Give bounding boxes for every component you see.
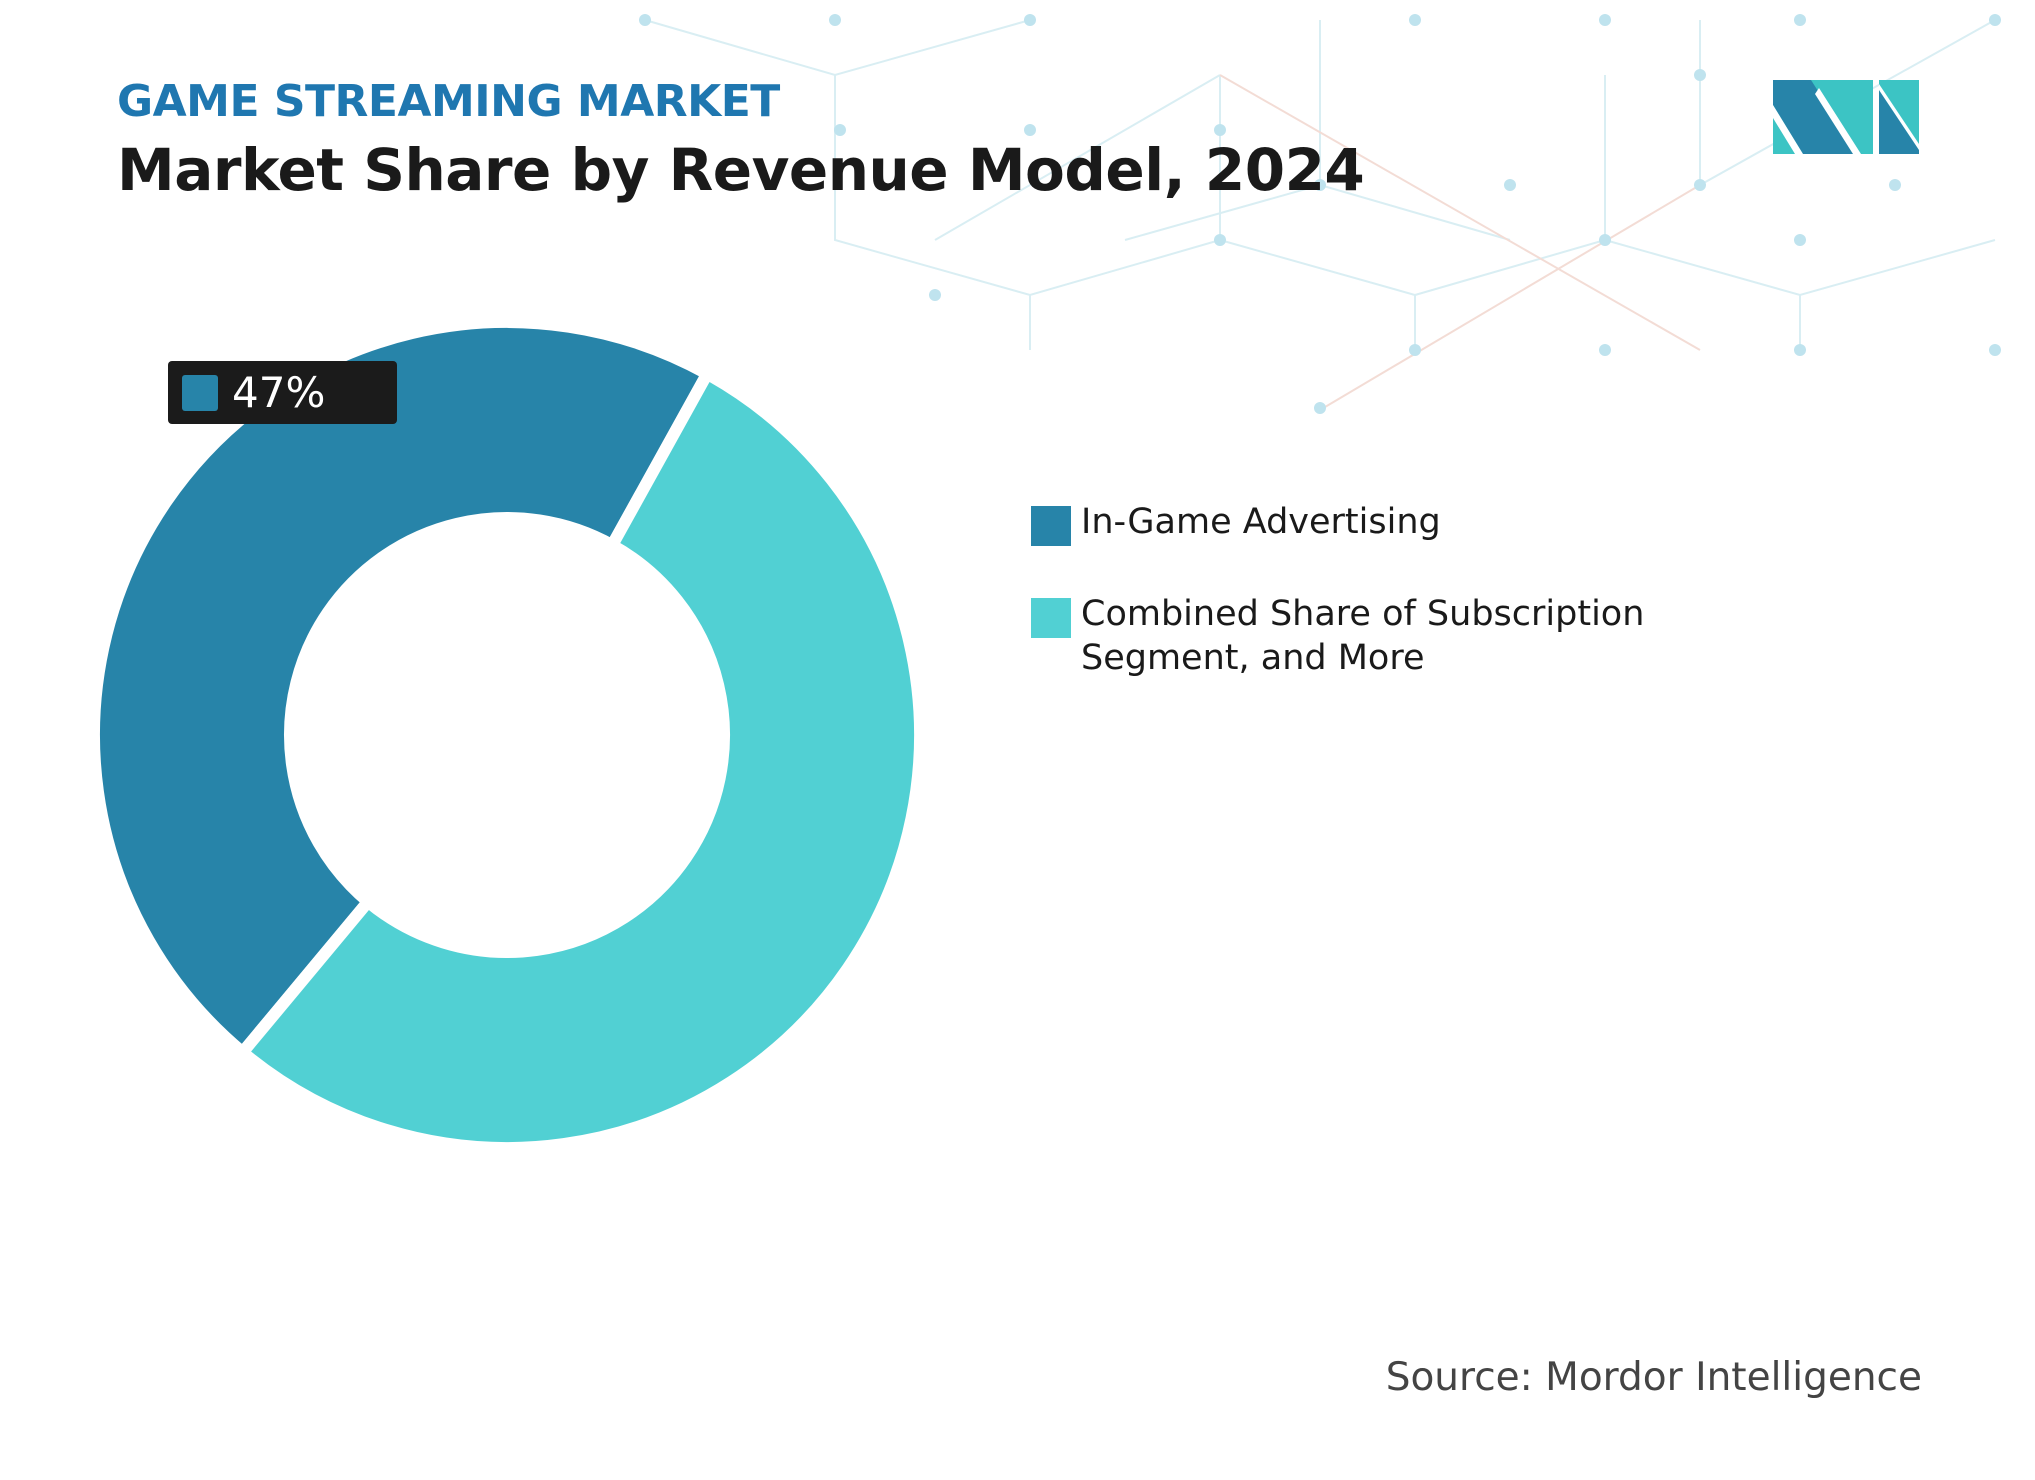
source-note: Source: Mordor Intelligence [1385,1355,1922,1400]
legend-item-subscription: Combined Share of Subscription Segment, … [1031,592,1701,680]
legend-swatch [1031,598,1071,638]
data-label-swatch [182,375,218,411]
chart-title: Market Share by Revenue Model, 2024 [117,136,1365,204]
donut-slice-2 [234,365,926,1154]
legend-label: Combined Share of Subscription Segment, … [1081,594,1645,678]
mordor-intelligence-logo [1773,80,1919,154]
legend: In-Game Advertising Combined Share of Su… [1031,500,1701,726]
data-label-in-game-advertising: 47% [168,361,397,424]
donut-chart [88,316,926,1154]
legend-item-in-game-advertising: In-Game Advertising [1031,500,1701,546]
legend-swatch [1031,506,1071,546]
chart-subtitle: GAME STREAMING MARKET [117,76,780,127]
donut-slice-1 [88,316,716,1061]
legend-label: In-Game Advertising [1081,502,1441,542]
data-label-text: 47% [232,368,326,417]
